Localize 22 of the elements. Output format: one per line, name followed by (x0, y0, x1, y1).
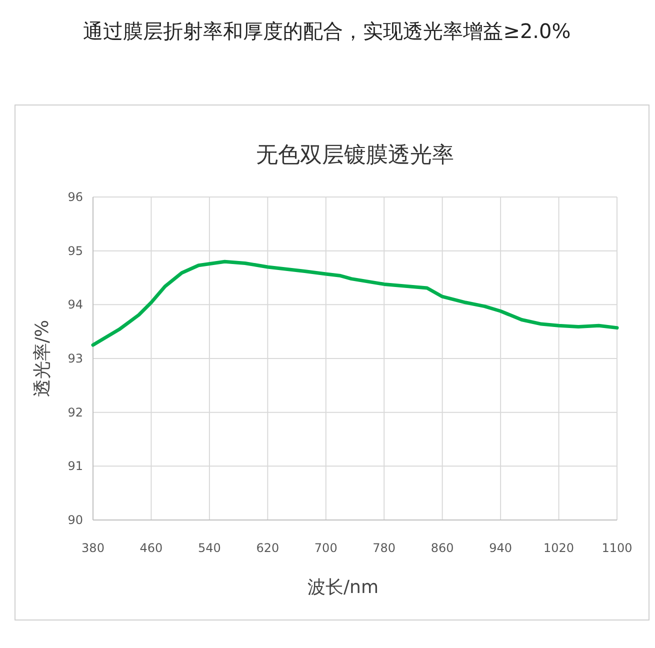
chart-subtitle: 无色双层镀膜透光率 (256, 143, 454, 168)
line-series (91, 260, 619, 347)
x-tick-label: 780 (372, 541, 396, 555)
x-tick-label: 460 (140, 541, 163, 555)
x-tick-label: 1020 (544, 541, 574, 555)
y-tick-label: 92 (68, 405, 83, 420)
x-tick-label: 860 (430, 541, 454, 555)
x-axis-title: 波长/nm (307, 577, 379, 598)
x-tick-label: 540 (198, 541, 221, 555)
y-tick-label: 91 (68, 459, 83, 474)
y-tick-label: 94 (68, 298, 83, 312)
chart-title: 通过膜层折射率和厚度的配合，实现透光率增益≥2.0% (83, 19, 571, 43)
x-tick-label: 380 (82, 541, 104, 555)
x-tick-label: 700 (314, 541, 338, 555)
y-tick-label: 95 (68, 244, 83, 258)
y-axis-title: 透光率/% (32, 320, 53, 398)
y-tick-label: 96 (68, 190, 83, 204)
y-tick-label: 90 (68, 513, 83, 527)
x-tick-label: 1100 (602, 541, 632, 555)
x-tick-label: 620 (256, 541, 280, 555)
y-tick-label: 93 (68, 352, 83, 366)
x-tick-label: 940 (489, 541, 512, 555)
